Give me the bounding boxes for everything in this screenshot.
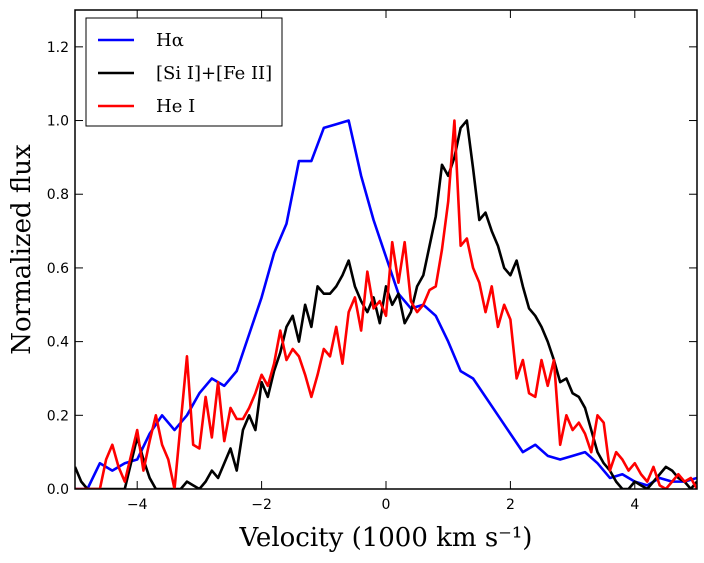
legend-label: [Si I]+[Fe II] <box>156 63 272 84</box>
y-tick-label: 1.2 <box>47 40 69 56</box>
tick-layer: −4 −2 0 2 4 0.0 0.2 0.4 0.6 0.8 1.0 1.2 <box>47 10 697 513</box>
y-tick-label: 0.2 <box>47 408 69 424</box>
x-tick-label: 4 <box>630 497 639 513</box>
legend-label: Hα <box>156 30 184 51</box>
x-tick-label: 2 <box>506 497 515 513</box>
x-tick-label: −2 <box>251 497 272 513</box>
y-tick-label: 0.8 <box>47 187 69 203</box>
y-axis-label: Normalized flux <box>7 144 37 355</box>
series-layer <box>75 119 697 489</box>
x-tick-label: −4 <box>127 497 148 513</box>
y-tick-label: 0.4 <box>47 335 69 351</box>
series-line-he-i <box>75 119 697 489</box>
legend-label: He I <box>156 96 195 117</box>
series-line-h <box>75 119 697 489</box>
y-tick-label: 1.0 <box>47 114 69 130</box>
legend: Hα [Si I]+[Fe II] He I <box>85 17 283 127</box>
plot-frame <box>74 9 698 490</box>
y-tick-label: 0.6 <box>47 261 69 277</box>
y-tick-label: 0.0 <box>47 482 69 498</box>
x-tick-label: 0 <box>382 497 391 513</box>
x-axis-label: Velocity (1000 km s⁻¹) <box>239 523 533 553</box>
